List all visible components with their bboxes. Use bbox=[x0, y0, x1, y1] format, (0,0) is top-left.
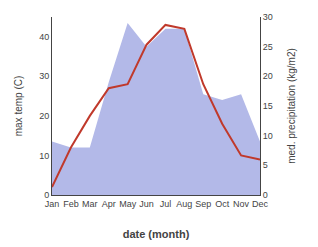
svg-text:Apr: Apr bbox=[102, 199, 116, 209]
svg-text:20: 20 bbox=[263, 71, 273, 81]
svg-text:30: 30 bbox=[39, 71, 49, 81]
svg-text:Dec: Dec bbox=[252, 199, 269, 209]
svg-text:Feb: Feb bbox=[63, 199, 79, 209]
svg-text:max temp (C): max temp (C) bbox=[13, 76, 24, 137]
svg-text:20: 20 bbox=[39, 111, 49, 121]
svg-text:Jul: Jul bbox=[160, 199, 172, 209]
svg-text:25: 25 bbox=[263, 42, 273, 52]
svg-text:40: 40 bbox=[39, 32, 49, 42]
svg-text:May: May bbox=[119, 199, 137, 209]
svg-text:Jan: Jan bbox=[45, 199, 60, 209]
svg-text:Jun: Jun bbox=[139, 199, 154, 209]
svg-text:med. precipitation (kg/m2): med. precipitation (kg/m2) bbox=[286, 48, 297, 164]
svg-text:Aug: Aug bbox=[176, 199, 192, 209]
svg-text:0: 0 bbox=[263, 190, 268, 200]
svg-text:15: 15 bbox=[263, 101, 273, 111]
svg-text:5: 5 bbox=[263, 160, 268, 170]
svg-text:30: 30 bbox=[263, 12, 273, 22]
svg-text:Nov: Nov bbox=[233, 199, 250, 209]
svg-text:10: 10 bbox=[39, 151, 49, 161]
svg-text:0: 0 bbox=[44, 190, 49, 200]
svg-text:Oct: Oct bbox=[215, 199, 230, 209]
svg-text:Mar: Mar bbox=[82, 199, 98, 209]
svg-text:date (month): date (month) bbox=[123, 228, 190, 240]
svg-text:10: 10 bbox=[263, 131, 273, 141]
svg-text:Sep: Sep bbox=[195, 199, 211, 209]
